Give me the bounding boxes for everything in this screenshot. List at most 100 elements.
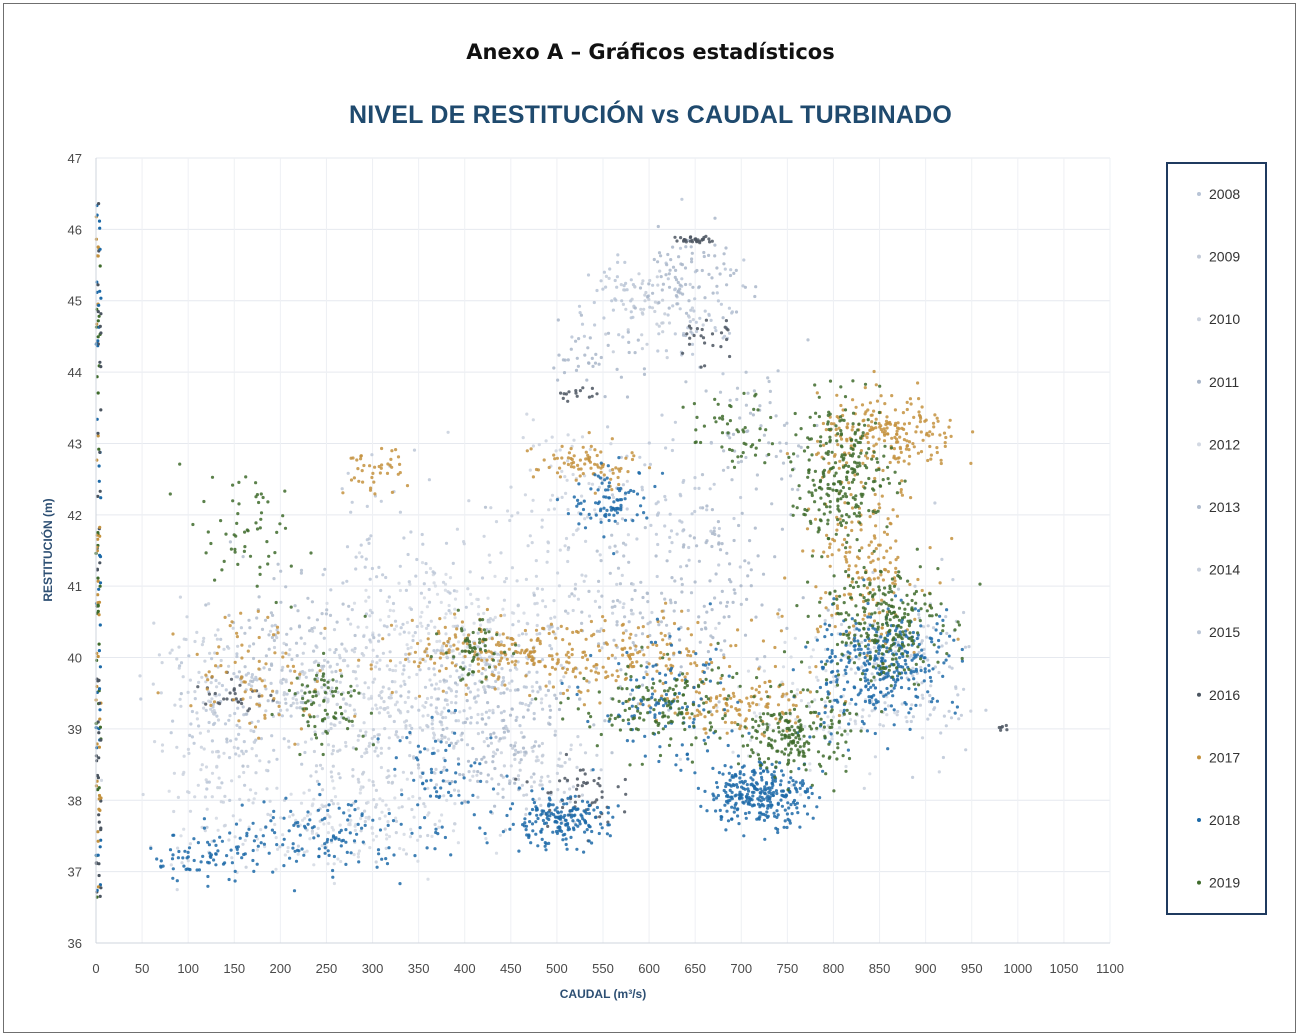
data-point (869, 686, 872, 689)
data-point (453, 822, 456, 825)
data-point (534, 805, 537, 808)
data-point (556, 498, 559, 501)
data-point (584, 654, 587, 657)
data-point (892, 508, 895, 511)
data-point (380, 811, 383, 814)
data-point (387, 747, 390, 750)
data-point (763, 838, 766, 841)
data-point (597, 488, 600, 491)
data-point (333, 651, 336, 654)
data-point (635, 660, 638, 663)
data-point (567, 358, 570, 361)
data-point (669, 599, 672, 602)
data-point (549, 499, 552, 502)
data-point (595, 754, 598, 757)
data-point (319, 632, 322, 635)
data-point (275, 758, 278, 761)
data-point (723, 708, 726, 711)
data-point (375, 860, 378, 863)
data-point (316, 780, 319, 783)
data-point (760, 804, 763, 807)
data-point (589, 487, 592, 490)
data-point (357, 781, 360, 784)
data-point (939, 632, 942, 635)
data-point (314, 660, 317, 663)
data-point (158, 653, 161, 656)
data-point (594, 492, 597, 495)
data-point (569, 836, 572, 839)
data-point (851, 580, 854, 583)
data-point (410, 646, 413, 649)
data-point (572, 826, 575, 829)
data-point (788, 781, 791, 784)
data-point (616, 275, 619, 278)
data-point (548, 723, 551, 726)
data-point (530, 776, 533, 779)
data-point (547, 689, 550, 692)
data-point (413, 449, 416, 452)
data-point (310, 737, 313, 740)
data-point (705, 389, 708, 392)
data-point (357, 778, 360, 781)
data-point (638, 472, 641, 475)
data-point (374, 665, 377, 668)
data-point (586, 658, 589, 661)
data-point (733, 592, 736, 595)
data-point (557, 811, 560, 814)
data-point (370, 827, 373, 830)
data-point (457, 640, 460, 643)
data-point (701, 473, 704, 476)
data-point (773, 770, 776, 773)
data-point (686, 705, 689, 708)
data-point (546, 561, 549, 564)
data-point (836, 701, 839, 704)
data-point (951, 701, 954, 704)
data-point (231, 861, 234, 864)
data-point (593, 508, 596, 511)
data-point (877, 558, 880, 561)
data-point (239, 837, 242, 840)
data-point (517, 751, 520, 754)
data-point (514, 660, 517, 663)
data-point (477, 694, 480, 697)
data-point (245, 866, 248, 869)
data-point (688, 343, 691, 346)
data-point (666, 559, 669, 562)
data-point (368, 742, 371, 745)
data-point (377, 740, 380, 743)
data-point (548, 466, 551, 469)
data-point (300, 689, 303, 692)
data-point (326, 862, 329, 865)
data-point (945, 642, 948, 645)
data-point (262, 666, 265, 669)
data-point (745, 371, 748, 374)
data-point (249, 788, 252, 791)
data-point (580, 495, 583, 498)
data-point (658, 270, 661, 273)
data-point (509, 486, 512, 489)
data-point (831, 553, 834, 556)
data-point (685, 647, 688, 650)
data-point (524, 629, 527, 632)
data-point (368, 464, 371, 467)
data-point (704, 626, 707, 629)
data-point (706, 749, 709, 752)
data-point (193, 690, 196, 693)
data-point (446, 640, 449, 643)
data-point (909, 397, 912, 400)
data-point (201, 763, 204, 766)
data-point (404, 701, 407, 704)
data-point (759, 787, 762, 790)
data-point (431, 719, 434, 722)
data-point (351, 501, 354, 504)
data-point (312, 798, 315, 801)
data-point (867, 643, 870, 646)
data-point (407, 660, 410, 663)
data-point (220, 800, 223, 803)
data-point (183, 850, 186, 853)
data-point (868, 772, 871, 775)
data-point (950, 435, 953, 438)
data-point (727, 744, 730, 747)
data-point (853, 685, 856, 688)
data-point (419, 668, 422, 671)
